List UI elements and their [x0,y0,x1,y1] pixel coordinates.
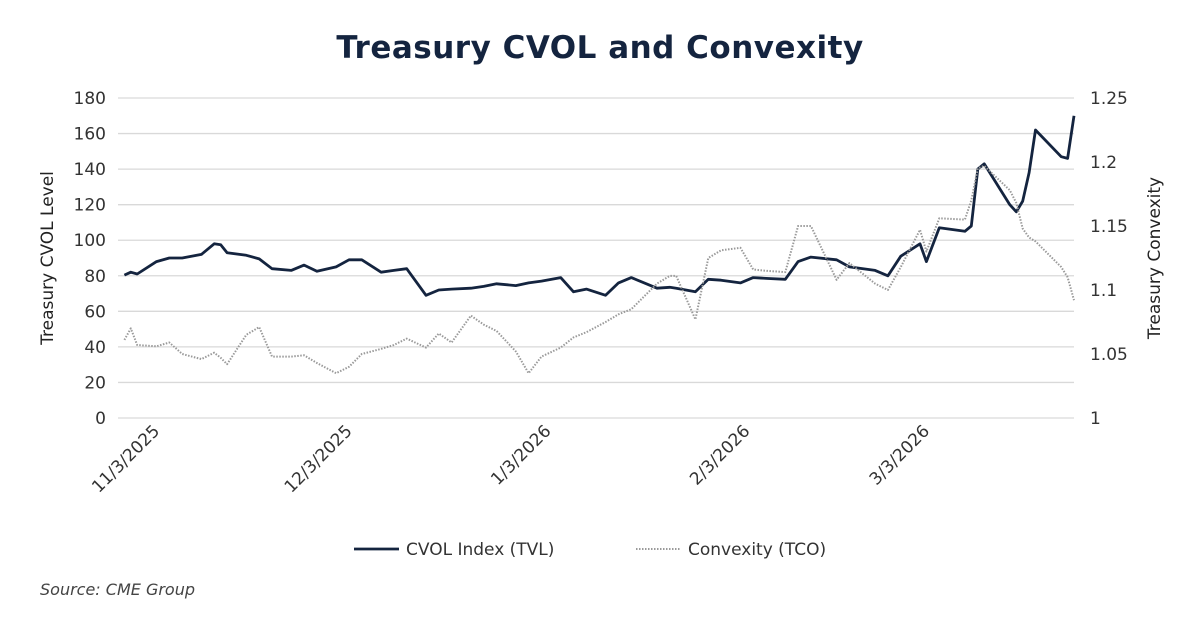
x-tick-label: 11/3/2025 [88,421,164,497]
y-tick-label: 180 [74,89,106,109]
y2-tick-label: 1 [1090,409,1101,429]
y2-tick-label: 1.2 [1090,153,1117,173]
y-tick-label: 140 [74,160,106,180]
x-tick-label: 1/3/2026 [487,421,555,489]
y-tick-label: 40 [84,338,106,358]
y2-axis-title: Treasury Convexity [1145,177,1165,340]
chart-title: Treasury CVOL and Convexity [336,30,864,66]
y2-tick-label: 1.1 [1090,281,1117,301]
source-note: Source: CME Group [40,580,196,599]
y-tick-label: 0 [95,409,106,429]
series-line-convexity [123,164,1075,375]
y-axis-title: Treasury CVOL Level [38,171,58,346]
y-tick-label: 20 [84,373,106,393]
legend-label: Convexity (TCO) [688,540,826,560]
y2-tick-label: 1.15 [1090,217,1128,237]
y-tick-label: 160 [74,125,106,145]
y-tick-label: 60 [84,302,106,322]
y-tick-label: 120 [74,196,106,216]
series-line-cvol [123,115,1076,297]
y-tick-label: 100 [74,231,106,251]
x-tick-label: 12/3/2025 [281,421,357,497]
y-tick-label: 80 [84,267,106,287]
y2-tick-label: 1.25 [1090,89,1128,109]
legend-label: CVOL Index (TVL) [406,540,554,560]
x-tick-label: 2/3/2026 [686,421,754,489]
x-tick-label: 3/3/2026 [866,421,934,489]
y2-tick-label: 1.05 [1090,345,1128,365]
